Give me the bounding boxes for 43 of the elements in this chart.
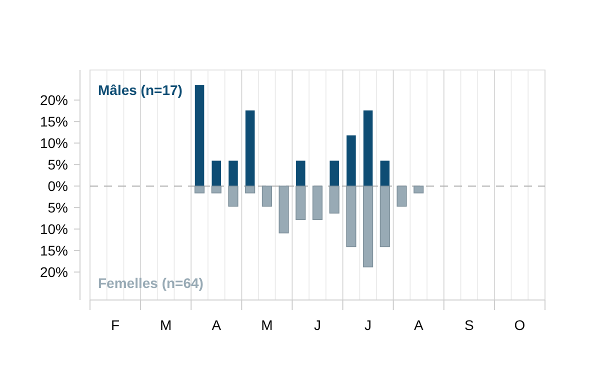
y-tick-label: 15% [40, 242, 68, 258]
x-tick-label: A [212, 317, 222, 333]
y-tick-label: 5% [48, 199, 68, 216]
bar [329, 186, 340, 214]
bar [380, 160, 390, 186]
bar [228, 186, 238, 207]
x-tick-label: S [464, 317, 474, 333]
x-tick-label: O [514, 317, 526, 333]
bar [312, 186, 323, 220]
text: Femelles (n=64) [98, 275, 204, 291]
bar [262, 186, 272, 207]
bar [194, 186, 205, 194]
bar [380, 186, 390, 248]
y-tick-label: 10% [40, 220, 68, 237]
bar [363, 186, 374, 268]
bar [296, 160, 306, 186]
bar [296, 186, 306, 220]
y-tick-label: 5% [48, 156, 68, 172]
y-tick-label: 15% [40, 113, 68, 130]
y-tick-label: 20% [40, 92, 68, 108]
y-tick-label: 10% [40, 134, 68, 151]
bar [212, 160, 222, 186]
series-label: Mâles (n=17) [98, 82, 182, 98]
bar [396, 186, 407, 207]
bar [346, 186, 356, 248]
bar [278, 186, 289, 234]
bar [414, 186, 424, 194]
bar [211, 186, 222, 194]
bar [330, 160, 339, 186]
bar [245, 110, 255, 186]
x-tick-label: M [261, 317, 273, 333]
x-tick-label: F [110, 317, 120, 333]
x-tick-label: J [364, 317, 372, 333]
x-tick-label: M [160, 317, 172, 333]
y-tick-label: 20% [40, 264, 68, 280]
x-tick-label: J [314, 317, 321, 333]
y-tick-label: 0% [48, 178, 68, 194]
bar [346, 135, 356, 186]
bar [245, 186, 256, 194]
bar [194, 85, 204, 186]
bar [363, 110, 373, 186]
bar [228, 160, 238, 186]
x-tick-label: A [414, 317, 424, 333]
